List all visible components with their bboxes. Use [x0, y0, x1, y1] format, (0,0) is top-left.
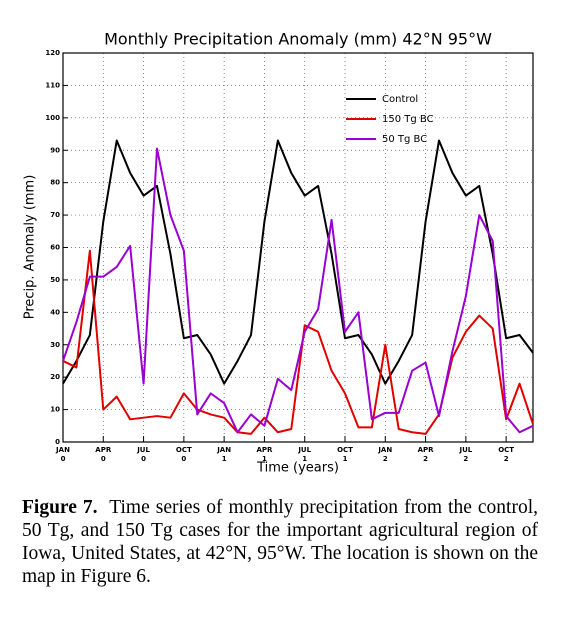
caption: Figure 7. Time series of monthly precipi… [22, 496, 538, 588]
y-tick-label: 10 [50, 406, 60, 414]
legend-label: 150 Tg BC [382, 114, 434, 125]
x-tick-sublabel: 0 [101, 455, 106, 463]
plot-frame [62, 52, 534, 443]
x-tick-sublabel: 1 [262, 455, 267, 463]
y-tick-label: 30 [50, 341, 60, 349]
x-tick-sublabel: 2 [383, 455, 388, 463]
x-axis-label: Time (years) [256, 461, 339, 476]
x-tick-label: APR [418, 446, 435, 454]
x-tick-sublabel: 1 [343, 455, 348, 463]
x-tick-sublabel: 2 [504, 455, 509, 463]
x-tick-sublabel: 0 [141, 455, 146, 463]
y-tick-label: 60 [50, 244, 60, 252]
x-tick-label: APR [95, 446, 112, 454]
legend-label: Control [382, 94, 418, 105]
x-tick-sublabel: 2 [423, 455, 428, 463]
chart-title: Monthly Precipitation Anomaly (mm) 42°N … [104, 30, 492, 49]
y-tick-label: 80 [50, 179, 60, 187]
y-tick-label: 40 [50, 308, 60, 316]
x-tick-label: JAN [216, 446, 231, 454]
x-tick-label: JAN [55, 446, 70, 454]
legend-label: 50 Tg BC [382, 134, 427, 145]
x-tick-label: OCT [337, 446, 353, 454]
x-tick-sublabel: 1 [222, 455, 227, 463]
x-tick-label: JUL [136, 446, 150, 454]
x-tick-label: JAN [377, 446, 392, 454]
caption-text: Time series of monthly precipitation fro… [22, 497, 538, 587]
x-tick-sublabel: 2 [463, 455, 468, 463]
data-line [62, 139, 534, 385]
y-tick-label: 70 [50, 211, 60, 219]
data-line [62, 147, 534, 434]
x-tick-label: APR [256, 446, 273, 454]
y-axis-label: Precip. Anomaly (mm) [23, 175, 38, 320]
x-tick-sublabel: 0 [61, 455, 66, 463]
y-tick-label: 0 [55, 438, 60, 446]
x-tick-sublabel: 0 [181, 455, 186, 463]
caption-label: Figure 7. [22, 497, 98, 518]
x-tick-label: OCT [176, 446, 192, 454]
y-tick-label: 50 [50, 276, 60, 284]
x-tick-sublabel: 1 [302, 455, 307, 463]
y-tick-label: 110 [45, 81, 60, 89]
y-tick-label: 20 [50, 373, 60, 381]
x-tick-label: OCT [498, 446, 514, 454]
y-tick-label: 90 [50, 146, 60, 154]
y-tick-label: 100 [45, 114, 60, 122]
x-tick-label: JUL [458, 446, 472, 454]
x-tick-label: JUL [297, 446, 311, 454]
data-line [62, 249, 534, 435]
chart: Monthly Precipitation Anomaly (mm) 42°N … [23, 30, 534, 476]
y-tick-label: 120 [45, 49, 60, 57]
